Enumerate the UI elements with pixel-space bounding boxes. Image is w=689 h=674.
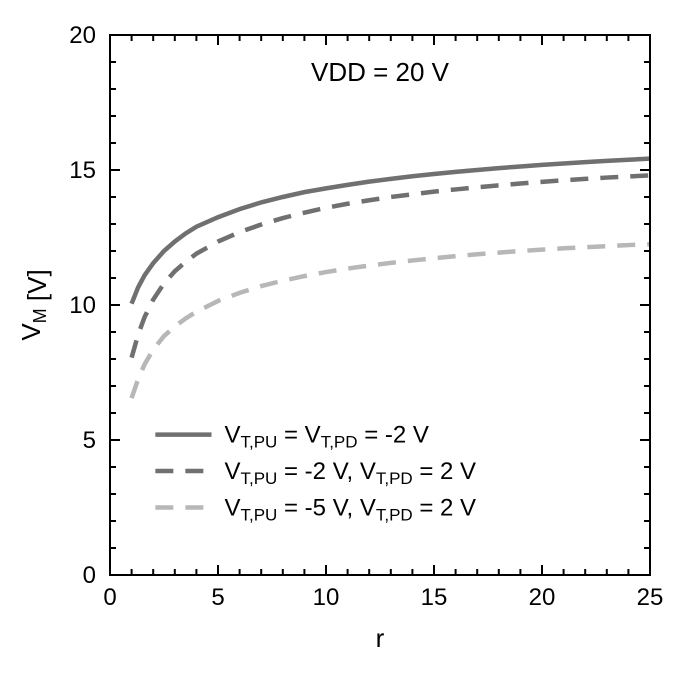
x-tick-label: 0 [103, 584, 116, 611]
y-tick-label: 5 [83, 427, 96, 454]
x-tick-label: 25 [637, 584, 664, 611]
y-tick-label: 15 [69, 157, 96, 184]
y-tick-label: 0 [83, 562, 96, 589]
y-tick-label: 10 [69, 292, 96, 319]
vdd-annotation: VDD = 20 V [311, 57, 450, 87]
x-tick-label: 10 [313, 584, 340, 611]
x-axis-label: r [376, 623, 385, 653]
x-tick-label: 15 [421, 584, 448, 611]
x-tick-label: 20 [529, 584, 556, 611]
y-tick-label: 20 [69, 22, 96, 49]
vm-vs-r-chart: 051015202505101520rVM [V]VDD = 20 VVT,PU… [0, 0, 689, 674]
x-tick-label: 5 [211, 584, 224, 611]
